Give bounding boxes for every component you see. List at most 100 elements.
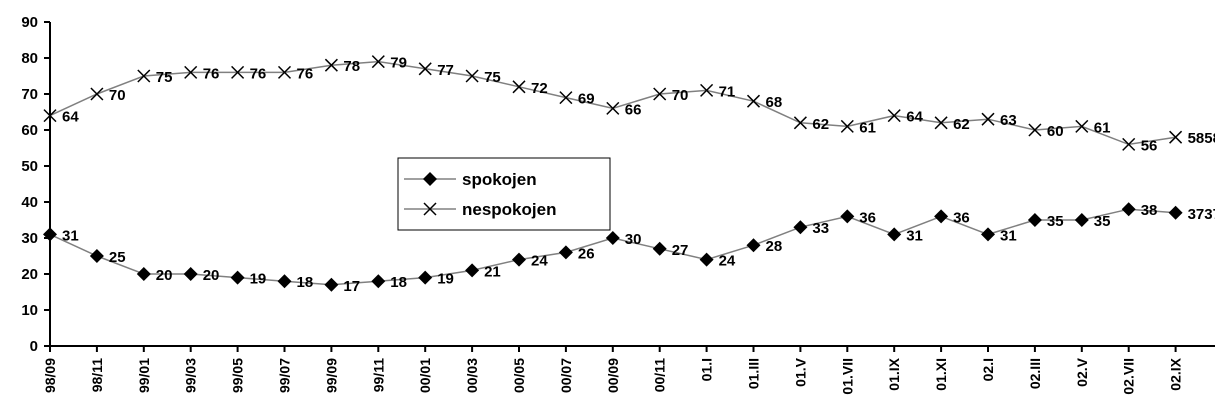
y-tick-label: 80 [21,50,38,67]
data-label-nespokojen: 61 [859,119,876,136]
y-tick-label: 10 [21,302,38,319]
data-point-spokojen [43,227,57,241]
x-tick-label: 02.VII [1121,358,1137,395]
data-label-spokojen: 35 [1047,213,1064,230]
data-label-nespokojen: 64 [906,109,923,126]
x-tick-label: 99/07 [277,358,293,393]
data-point-spokojen [184,267,198,281]
data-label-spokojen: 30 [625,231,642,248]
data-point-spokojen [324,278,338,292]
x-tick-label: 98/11 [89,358,105,392]
data-point-spokojen [418,271,432,285]
data-point-spokojen [90,249,104,263]
data-label-nespokojen: 76 [203,65,220,82]
data-label-spokojen: 26 [578,245,595,262]
data-point-spokojen [887,227,901,241]
data-label-spokojen: 3737 [1188,206,1215,223]
data-point-nespokojen [748,95,760,107]
x-tick-label: 00/07 [558,358,574,393]
data-point-spokojen [1122,202,1136,216]
x-tick-label: 02.III [1027,358,1043,389]
data-label-nespokojen: 63 [1000,112,1017,129]
data-label-nespokojen: 76 [297,65,314,82]
x-tick-label: 00/09 [605,358,621,393]
data-label-spokojen: 21 [484,263,501,280]
data-label-spokojen: 20 [156,267,173,284]
axes: 0 10 20 30 40 50 60 70 80 90 98/09 98/11 99/01 99/03 9… [21,14,1215,395]
x-tick-label: 99/05 [230,358,246,393]
data-point-nespokojen [513,81,525,93]
data-point-spokojen [653,242,667,256]
y-tick-label: 60 [21,122,38,139]
y-tick-label: 40 [21,194,38,211]
data-label-nespokojen: 56 [1141,137,1158,154]
data-point-spokojen [981,227,995,241]
data-label-nespokojen: 72 [531,80,548,97]
y-tick-label: 50 [21,158,38,175]
x-tick-label: 99/03 [183,358,199,393]
data-label-spokojen: 25 [109,249,126,266]
x-tick-label: 99/11 [370,358,386,392]
legend: spokojen nespokojen [398,158,610,230]
data-point-nespokojen [560,92,572,104]
y-tick-label: 90 [21,14,38,31]
data-point-spokojen [840,209,854,223]
data-point-spokojen [371,274,385,288]
data-label-spokojen: 33 [812,220,829,237]
data-label-nespokojen: 77 [437,62,454,79]
data-label-nespokojen: 60 [1047,123,1064,140]
data-label-spokojen: 19 [437,271,454,288]
data-point-spokojen [465,263,479,277]
data-label-nespokojen: 68 [766,94,783,111]
data-point-spokojen [606,231,620,245]
data-label-spokojen: 31 [906,227,923,244]
data-label-spokojen: 19 [250,271,267,288]
data-label-nespokojen: 76 [250,65,267,82]
x-tick-label: 00/11 [652,358,668,392]
x-tick-label: 01.III [746,358,762,389]
data-label-spokojen: 18 [297,274,314,291]
data-label-nespokojen: 62 [812,116,829,133]
data-point-spokojen [700,253,714,267]
data-label-nespokojen: 61 [1094,119,1111,136]
data-label-spokojen: 24 [531,253,548,270]
data-label-nespokojen: 78 [343,58,360,75]
data-label-spokojen: 36 [953,209,970,226]
y-tick-label: 0 [30,338,38,355]
data-point-spokojen [231,271,245,285]
data-point-spokojen [747,238,761,252]
data-label-spokojen: 31 [62,227,79,244]
data-point-spokojen [1028,213,1042,227]
y-tick-label: 70 [21,86,38,103]
legend-label: nespokojen [462,200,556,219]
data-point-nespokojen [91,88,103,100]
x-tick-label: 01.I [699,358,715,381]
x-tick-label: 99/01 [136,358,152,393]
x-tick-label: 98/09 [42,358,58,393]
data-label-spokojen: 27 [672,242,689,259]
legend-label: spokojen [462,170,537,189]
y-tick-label: 30 [21,230,38,247]
data-label-nespokojen: 75 [156,69,173,86]
data-label-nespokojen: 71 [719,83,736,100]
data-label-nespokojen: 75 [484,69,501,86]
x-tick-label: 00/01 [417,358,433,393]
data-point-spokojen [278,274,292,288]
data-label-spokojen: 35 [1094,213,1111,230]
x-tick-label: 02.IX [1168,357,1184,390]
data-label-nespokojen: 5858 [1188,130,1215,147]
data-label-nespokojen: 70 [109,87,126,104]
data-label-spokojen: 28 [766,238,783,255]
data-point-spokojen [793,220,807,234]
legend-frame [398,158,610,230]
data-label-nespokojen: 69 [578,91,595,108]
data-point-spokojen [1169,206,1183,220]
x-tick-label: 02.V [1074,357,1090,386]
data-label-spokojen: 24 [719,253,736,270]
data-label-spokojen: 36 [859,209,876,226]
